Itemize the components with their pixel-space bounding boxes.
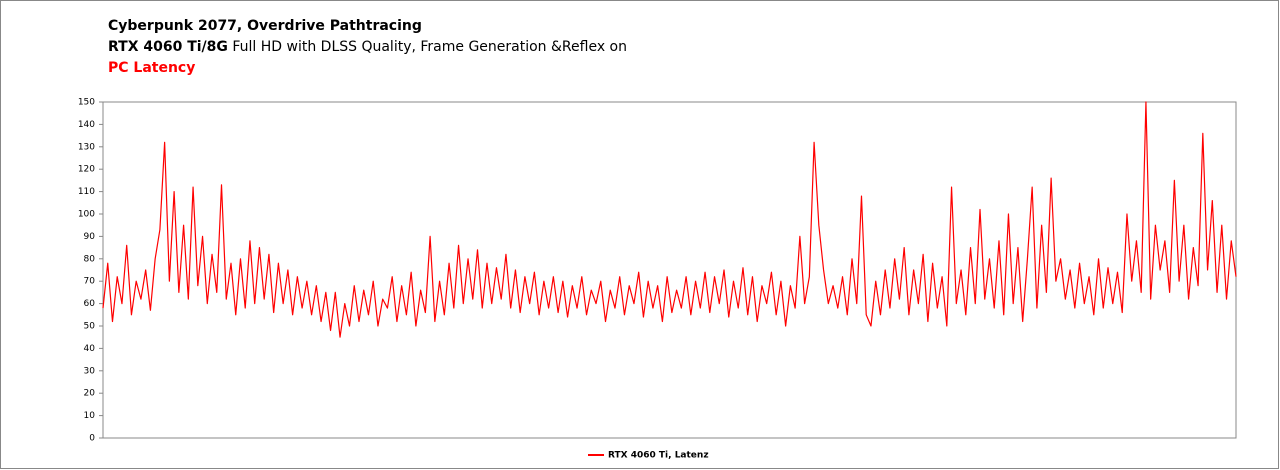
y-tick-label: 60 (84, 299, 96, 309)
y-tick-label: 0 (89, 434, 95, 444)
chart-title: Cyberpunk 2077, Overdrive Pathtracing (108, 18, 422, 34)
metric-title: PC Latency (108, 60, 195, 76)
y-tick-label: 70 (84, 277, 96, 287)
y-tick-label: 100 (78, 210, 95, 220)
plot-area (102, 101, 1237, 439)
y-tick-label: 110 (78, 187, 95, 197)
y-tick-label: 20 (84, 389, 96, 399)
subtitle-text: Full HD with DLSS Quality, Frame Generat… (232, 39, 627, 55)
y-tick-label: 130 (78, 142, 95, 152)
y-tick-label: 10 (84, 411, 96, 421)
y-tick-label: 40 (84, 344, 96, 354)
legend: RTX 4060 Ti, Latenz (588, 451, 709, 461)
y-tick-label: 150 (78, 98, 95, 108)
y-tick-label: 50 (84, 322, 96, 332)
y-tick-label: 120 (78, 165, 95, 175)
y-tick-label: 90 (84, 232, 96, 242)
y-tick-label: 80 (84, 254, 96, 264)
chart-subtitle: RTX 4060 Ti/8G Full HD with DLSS Quality… (108, 39, 627, 55)
subtitle-bold: RTX 4060 Ti/8G (108, 39, 228, 55)
data-line (102, 101, 1237, 338)
y-tick-label: 140 (78, 120, 95, 130)
y-tick-label: 30 (84, 366, 96, 376)
legend-label: RTX 4060 Ti, Latenz (608, 451, 709, 461)
